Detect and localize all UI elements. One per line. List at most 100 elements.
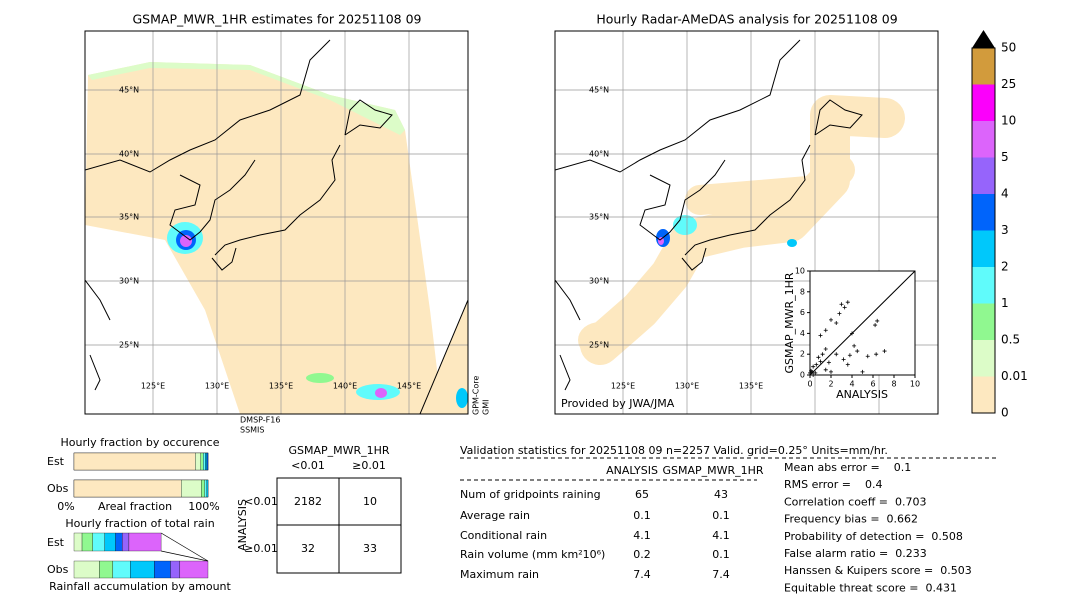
colorbar-segment [972, 48, 995, 85]
cell: 4.1 [712, 529, 730, 542]
scatter-point [855, 349, 860, 354]
fraction-segment [73, 560, 100, 579]
colorbar-label: 10 [1001, 114, 1016, 128]
right-map-title: Hourly Radar-AMeDAS analysis for 2025110… [596, 12, 897, 27]
row-label: Est [47, 455, 65, 468]
fraction-segment [204, 479, 207, 498]
scatter-point [814, 362, 819, 367]
colorbar-label: 4 [1001, 187, 1009, 201]
lat-label: 25°N [589, 341, 609, 350]
axis-label: Rainfall accumulation by amount [49, 580, 231, 593]
colorbar-segment [972, 376, 995, 413]
fraction-segment [122, 532, 130, 552]
sensor-label: SSMIS [240, 426, 265, 435]
lon-label: 135°E [269, 382, 293, 391]
axis-label: 100% [188, 500, 219, 513]
lon-label: 125°E [611, 382, 635, 391]
left-map-title: GSMAP_MWR_1HR estimates for 20251108 09 [133, 12, 422, 27]
colorbar-label: 0.5 [1001, 333, 1020, 347]
fraction-segment [130, 560, 155, 579]
cell: 0.2 [633, 548, 651, 561]
scatter-point [818, 333, 823, 338]
y-tick-label: 8 [800, 287, 805, 296]
column-header: ANALYSIS [606, 464, 658, 477]
y-tick-label: 6 [800, 308, 805, 317]
column-header: GSMAP_MWR_1HR [662, 464, 763, 477]
occurrence-title: Hourly fraction by occurence [61, 436, 220, 449]
lat-label: 30°N [589, 277, 609, 286]
x-axis-label: ANALYSIS [836, 388, 888, 401]
fraction-segment [81, 532, 93, 552]
x-tick-label: 6 [870, 380, 875, 389]
row-name: Maximum rain [460, 568, 539, 581]
cell: 0.1 [712, 509, 730, 522]
left-map-frame [84, 30, 469, 415]
score: Correlation coeff = 0.703 [784, 495, 926, 508]
lat-label: 40°N [589, 150, 609, 159]
scatter-point [808, 370, 812, 375]
lon-label: 140°E [333, 382, 357, 391]
scatter-point [873, 323, 878, 328]
row-title: ANALYSIS [236, 499, 249, 551]
scatter-point [826, 360, 831, 365]
colorbar-segment [972, 340, 995, 377]
row-name: Num of gridpoints raining [460, 488, 601, 501]
fraction-segment [179, 560, 209, 579]
colorbar-segment [972, 194, 995, 231]
scatter-point [841, 357, 846, 362]
colorbar-label: 2 [1001, 260, 1009, 274]
score: Mean abs error = 0.1 [784, 461, 911, 474]
score: Probability of detection = 0.508 [784, 530, 963, 543]
colorbar-label: 50 [1001, 41, 1016, 55]
x-tick-label: 8 [891, 380, 896, 389]
scatter-point [829, 369, 833, 374]
row-name: Conditional rain [460, 529, 547, 542]
contingency-grid [276, 477, 402, 574]
right-map-frame [554, 30, 939, 415]
row-label: <0.01 [244, 495, 278, 508]
colorbar-label: 5 [1001, 150, 1009, 164]
left-map [85, 31, 468, 414]
axis-label: Areal fraction [98, 500, 172, 513]
lat-label: 25°N [119, 341, 139, 350]
sensor-label: DMSP-F16 [240, 416, 280, 425]
sensor-label: GPM-Core [472, 376, 481, 415]
row-label: Est [47, 536, 65, 549]
colorbar-segment [972, 121, 995, 158]
y-axis-label: GSMAP_MWR_1HR [783, 272, 796, 373]
cell: 32 [301, 542, 315, 555]
colorbar-label: 0 [1001, 406, 1009, 420]
colorbar-segment [972, 267, 995, 304]
fraction-segment [205, 452, 208, 471]
cell: 2182 [294, 495, 322, 508]
colorbar-extension [972, 30, 995, 48]
fraction-segment [181, 479, 202, 498]
scatter-point [852, 343, 857, 348]
x-tick-label: 10 [910, 380, 920, 389]
fraction-segment [104, 532, 116, 552]
colorbar-label: 1 [1001, 296, 1009, 310]
x-tick-label: 0 [807, 380, 812, 389]
lon-label: 130°E [675, 382, 699, 391]
scatter-point [882, 349, 887, 354]
cell: 0.1 [633, 509, 651, 522]
scatter-point [865, 354, 870, 359]
lon-label: 145°E [397, 382, 421, 391]
scatter-point [874, 352, 879, 357]
colorbar-segment [972, 84, 995, 121]
scatter-point [829, 317, 833, 322]
score: Hanssen & Kuipers score = 0.503 [784, 564, 972, 577]
axis-label: 0% [57, 500, 74, 513]
scatter-point [823, 367, 828, 372]
lat-label: 35°N [119, 213, 139, 222]
scatter-point [839, 302, 844, 307]
cell: 7.4 [633, 568, 651, 581]
lat-label: 45°N [119, 86, 139, 95]
connector [160, 532, 209, 562]
score: Equitable threat score = 0.431 [784, 581, 957, 594]
scatter-point [816, 355, 821, 360]
scatter-point [823, 347, 828, 351]
y-tick-label: 10 [795, 267, 805, 276]
score: False alarm ratio = 0.233 [784, 547, 927, 560]
fraction-segment [73, 452, 196, 471]
